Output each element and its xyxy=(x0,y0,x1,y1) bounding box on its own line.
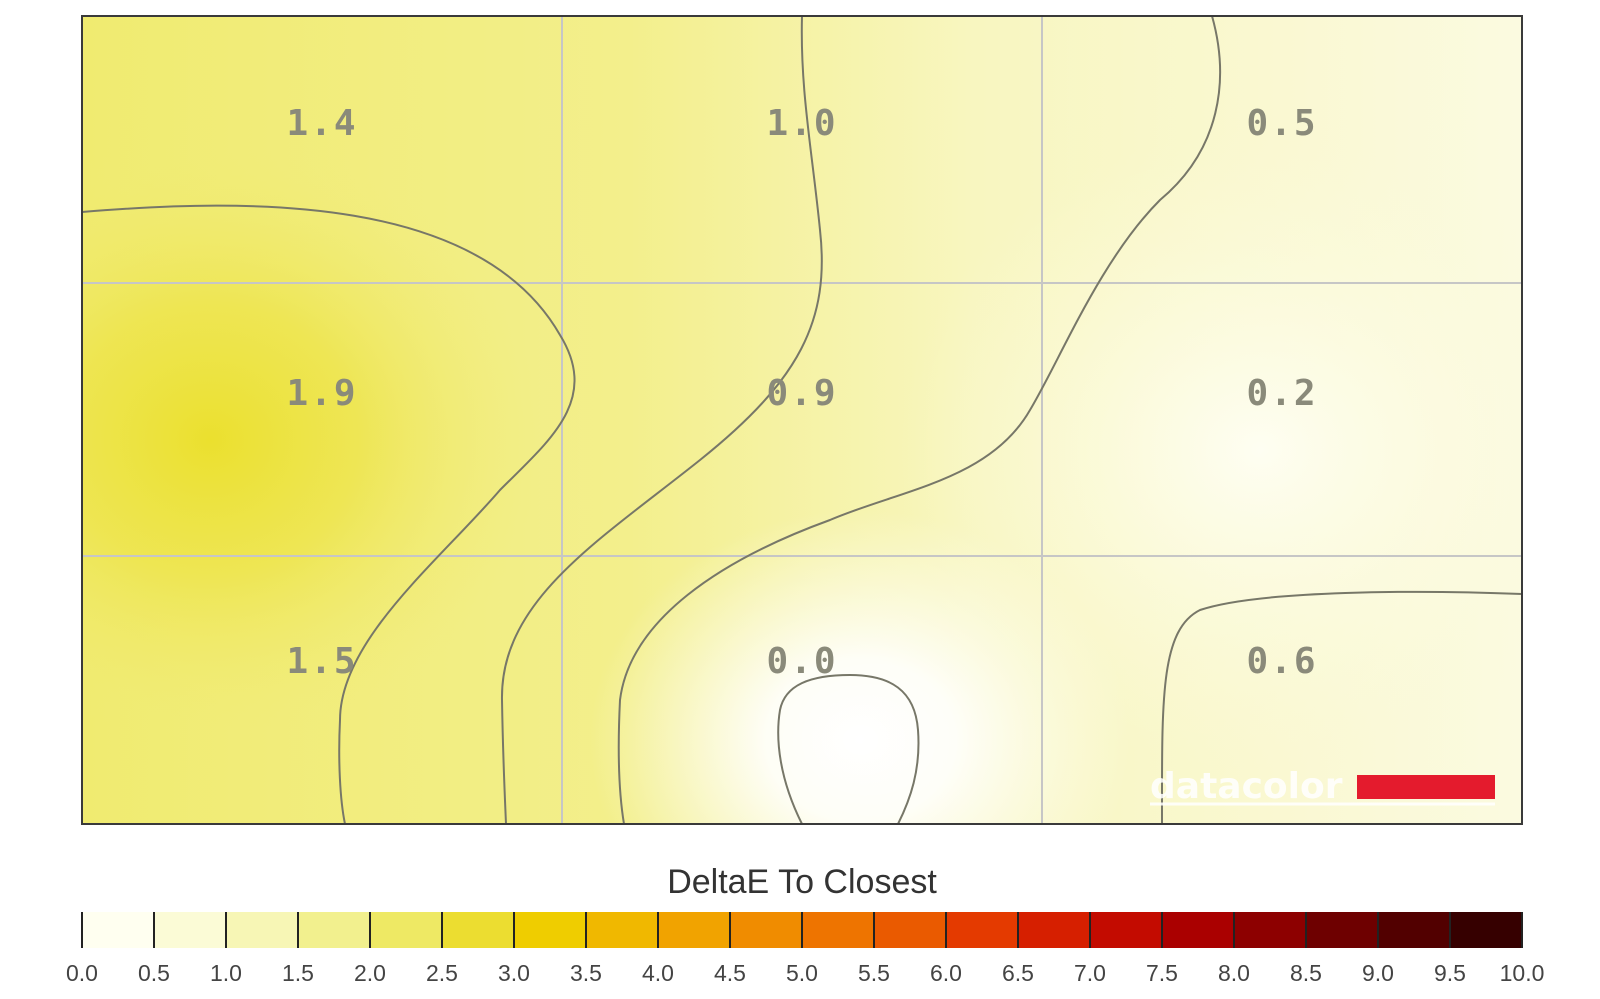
colorbar-swatch xyxy=(82,912,155,948)
contour-line-1-0-left xyxy=(500,16,823,824)
colorbar-tick-label: 0.5 xyxy=(138,960,170,986)
colorbar-swatch xyxy=(514,912,587,948)
cell-label-r3c1: 1.5 xyxy=(286,641,357,682)
colorbar-swatch xyxy=(154,912,227,948)
colorbar-swatch xyxy=(946,912,1019,948)
colorbar-tick-label: 6.0 xyxy=(930,960,962,986)
colorbar-tick-label: 7.0 xyxy=(1074,960,1106,986)
colorbar-tick-label: 5.5 xyxy=(858,960,890,986)
colorbar-tick-label: 2.0 xyxy=(354,960,386,986)
colorbar-tick-labels: 0.0 0.5 1.0 1.5 2.0 2.5 3.0 3.5 4.0 4.5 5.0 5.5 6.0 6… xyxy=(66,960,1544,986)
colorbar-swatch xyxy=(1378,912,1451,948)
colorbar-tick-label: 2.5 xyxy=(426,960,458,986)
cell-label-r3c2: 0.0 xyxy=(766,641,837,682)
datacolor-logo-bar xyxy=(1357,775,1495,799)
heatmap-plot-area: 1.4 1.0 0.5 1.9 0.9 0.2 1.5 0.0 0.6 data… xyxy=(82,16,1522,824)
colorbar-tick-label: 7.5 xyxy=(1146,960,1178,986)
colorbar-swatch xyxy=(442,912,515,948)
colorbar-swatch xyxy=(1306,912,1379,948)
colorbar: DeltaE To Closest 0.0 0.5 1.0 1.5 2.0 2.5 3.0 3… xyxy=(66,863,1544,986)
contour-line-1-5 xyxy=(82,204,576,824)
colorbar-tick-label: 4.0 xyxy=(642,960,674,986)
datacolor-logo: datacolor xyxy=(1150,766,1495,807)
colorbar-tick-label: 4.5 xyxy=(714,960,746,986)
colorbar-swatch xyxy=(1450,912,1523,948)
contour-line-1-0-right xyxy=(1160,590,1522,824)
cell-label-r1c1: 1.4 xyxy=(286,103,357,144)
colorbar-tick-label: 1.5 xyxy=(282,960,314,986)
colorbar-tick-label: 0.0 xyxy=(66,960,98,986)
cell-label-r1c3: 0.5 xyxy=(1246,103,1317,144)
colorbar-tick-label: 3.0 xyxy=(498,960,530,986)
colorbar-tick-label: 8.5 xyxy=(1290,960,1322,986)
contour-line-0-5 xyxy=(777,673,920,824)
colorbar-swatch xyxy=(226,912,299,948)
colorbar-swatch xyxy=(874,912,947,948)
colorbar-swatch xyxy=(1234,912,1307,948)
colorbar-tick-label: 3.5 xyxy=(570,960,602,986)
colorbar-swatch xyxy=(1018,912,1091,948)
cell-value-labels: 1.4 1.0 0.5 1.9 0.9 0.2 1.5 0.0 0.6 xyxy=(286,103,1317,682)
colorbar-swatches xyxy=(82,912,1523,948)
colorbar-tick-label: 5.0 xyxy=(786,960,818,986)
contour-lines xyxy=(82,16,1522,824)
cell-label-r2c2: 0.9 xyxy=(766,373,837,414)
colorbar-swatch xyxy=(370,912,443,948)
heatmap-frame xyxy=(81,15,1523,825)
colorbar-tick-label: 9.5 xyxy=(1434,960,1466,986)
colorbar-swatch xyxy=(1162,912,1235,948)
colorbar-swatch xyxy=(802,912,875,948)
colorbar-tick-label: 1.0 xyxy=(210,960,242,986)
contour-line-1-0-center xyxy=(617,16,1222,824)
datacolor-logo-text: datacolor xyxy=(1150,766,1343,807)
heatmap-hot-region xyxy=(82,140,540,740)
colorbar-ticks xyxy=(81,912,1523,948)
colorbar-swatch xyxy=(298,912,371,948)
heatmap-cold-region xyxy=(590,510,1130,824)
colorbar-swatch xyxy=(1090,912,1163,948)
colorbar-tick-label: 8.0 xyxy=(1218,960,1250,986)
cell-label-r1c2: 1.0 xyxy=(766,103,837,144)
colorbar-tick-label: 6.5 xyxy=(1002,960,1034,986)
colorbar-swatch xyxy=(730,912,803,948)
colorbar-tick-label: 9.0 xyxy=(1362,960,1394,986)
colorbar-swatch xyxy=(658,912,731,948)
colorbar-title: DeltaE To Closest xyxy=(667,863,937,901)
cell-label-r2c1: 1.9 xyxy=(286,373,357,414)
colorbar-swatch xyxy=(586,912,659,948)
colorbar-tick-label: 10.0 xyxy=(1500,960,1545,986)
cell-label-r2c3: 0.2 xyxy=(1246,373,1317,414)
cell-label-r3c3: 0.6 xyxy=(1246,641,1317,682)
